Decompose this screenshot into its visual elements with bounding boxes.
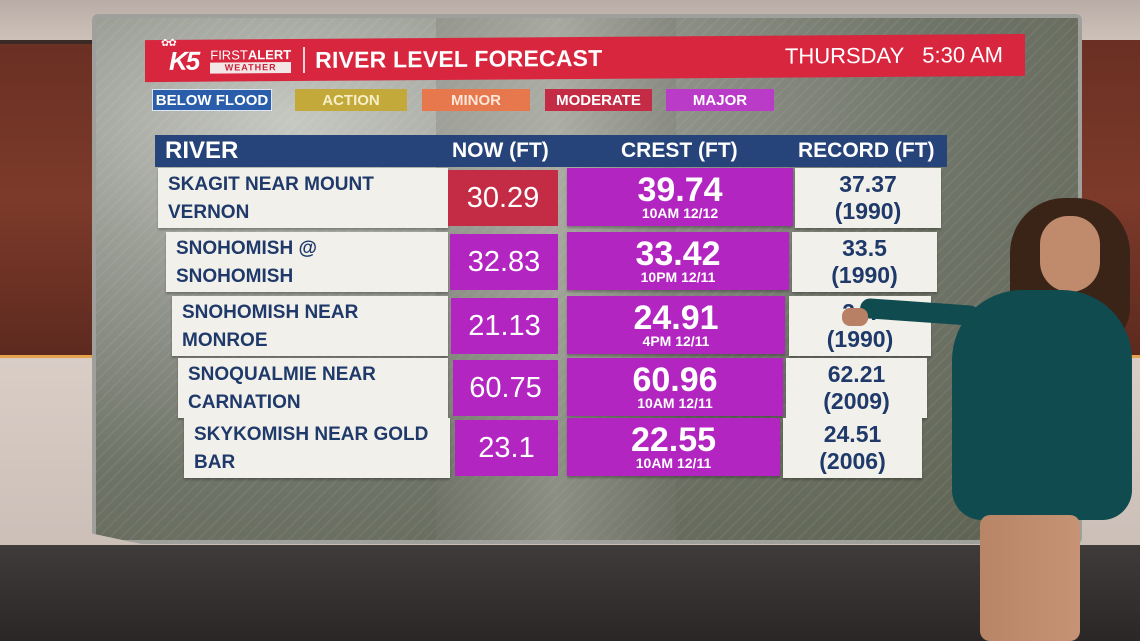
record-cell: 24.51 (2006): [783, 418, 922, 478]
record-year: (1990): [831, 262, 898, 288]
record-value: 62.21: [827, 361, 886, 387]
record-year: (1990): [834, 198, 902, 224]
page-title: RIVER LEVEL FORECAST: [315, 44, 603, 73]
now-level-cell: 23.1: [455, 420, 558, 476]
crest-value: 39.74: [637, 171, 723, 209]
record-value: 37.37: [839, 171, 897, 197]
record-cell: 37.37 (1990): [795, 168, 941, 228]
crest-time: 10PM 12/11: [640, 269, 716, 285]
crest-cell: 39.74 10AM 12/12: [567, 168, 793, 226]
river-name-line2: VERNON: [168, 202, 250, 223]
column-header-record: RECORD (FT): [798, 139, 935, 162]
header-banner: ✿✿ K5 FIRSTALERT WEATHER RIVER LEVEL FOR…: [145, 33, 1025, 83]
column-header-crest: CREST (FT): [621, 139, 738, 162]
header-day: THURSDAY: [784, 42, 905, 69]
river-name-line2: SNOHOMISH: [176, 266, 294, 287]
record-cell: 33.5 (1990): [792, 232, 937, 292]
crest-cell: 24.91 4PM 12/11: [567, 296, 785, 354]
station-logo: ✿✿ K5 FIRSTALERT WEATHER: [161, 37, 292, 77]
legend-moderate: MODERATE: [545, 89, 652, 111]
presenter-face: [1040, 216, 1100, 292]
crest-cell: 22.55 10AM 12/11: [567, 418, 780, 476]
peacock-icon: ✿✿: [161, 37, 176, 49]
river-name-cell: SKYKOMISH NEAR GOLD BAR: [184, 418, 450, 478]
now-level-cell: 60.75: [453, 360, 558, 416]
presenter-dress: [952, 290, 1132, 520]
crest-value: 33.42: [635, 235, 721, 273]
river-name-line1: SNOQUALMIE NEAR: [188, 364, 376, 385]
presenter-pointing-hand: [842, 308, 868, 326]
first-text: FIRST: [210, 46, 248, 63]
record-cell: 62.21 (2009): [786, 358, 927, 418]
now-level-cell: 21.13: [451, 298, 558, 354]
crest-value: 60.96: [632, 361, 718, 399]
river-name-line1: SKYKOMISH NEAR GOLD: [194, 424, 429, 445]
record-value: 33.5: [842, 235, 887, 261]
record-value: 24.51: [823, 421, 882, 447]
crest-time: 10AM 12/11: [635, 455, 712, 471]
river-name-cell: SNOQUALMIE NEAR CARNATION: [178, 358, 448, 418]
river-name-line1: SNOHOMISH @: [176, 238, 317, 259]
crest-time: 4PM 12/11: [642, 333, 710, 349]
legend-minor: MINOR: [422, 89, 530, 111]
record-year: (1990): [826, 326, 894, 352]
studio-floor: [0, 545, 1140, 641]
now-level-cell: 30.29: [448, 170, 558, 226]
first-alert-weather-logo: FIRSTALERT WEATHER: [210, 46, 292, 74]
crest-value: 24.91: [633, 299, 719, 337]
weather-presenter: [840, 190, 1140, 641]
now-level-cell: 32.83: [450, 234, 558, 290]
column-header-river: RIVER: [165, 137, 239, 164]
table-header: RIVER NOW (FT) CREST (FT) RECORD (FT): [155, 135, 947, 167]
weather-text: WEATHER: [210, 61, 292, 74]
crest-cell: 60.96 10AM 12/11: [567, 358, 783, 416]
river-name-line2: MONROE: [182, 330, 268, 351]
river-name-cell: SKAGIT NEAR MOUNT VERNON: [158, 168, 448, 228]
river-name-line2: CARNATION: [188, 392, 301, 413]
river-name-line1: SKAGIT NEAR MOUNT: [168, 174, 374, 195]
legend-major: MAJOR: [666, 89, 774, 111]
river-name-line1: SNOHOMISH NEAR: [182, 302, 359, 323]
k5-logo: ✿✿ K5: [161, 37, 199, 76]
crest-time: 10AM 12/12: [641, 205, 719, 221]
presenter-pointing-arm: [859, 297, 981, 327]
record-year: (2009): [823, 388, 890, 414]
legend-below-flood: BELOW FLOOD: [152, 89, 272, 111]
record-year: (2006): [819, 448, 886, 474]
crest-value: 22.55: [630, 421, 717, 459]
river-name-cell: SNOHOMISH @ SNOHOMISH: [166, 232, 448, 292]
river-name-cell: SNOHOMISH NEAR MONROE: [172, 296, 448, 356]
legend-action: ACTION: [295, 89, 407, 111]
crest-time: 10AM 12/11: [637, 395, 713, 411]
alert-text: ALERT: [247, 46, 292, 62]
first-alert-text: FIRSTALERT: [210, 46, 292, 63]
column-header-now: NOW (FT): [452, 139, 549, 162]
presenter-legs: [980, 515, 1080, 641]
header-divider: [303, 46, 306, 73]
station-call-sign: K5: [169, 45, 199, 76]
crest-cell: 33.42 10PM 12/11: [567, 232, 789, 290]
header-time: 5:30 AM: [922, 42, 1003, 68]
river-name-line2: BAR: [194, 452, 236, 473]
